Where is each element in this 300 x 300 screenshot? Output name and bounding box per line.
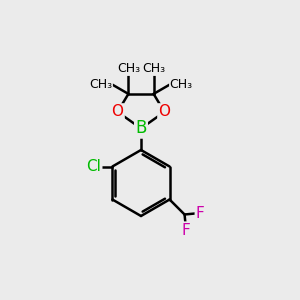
Text: CH₃: CH₃: [170, 78, 193, 91]
Text: CH₃: CH₃: [117, 62, 140, 75]
Text: O: O: [158, 104, 170, 119]
Text: CH₃: CH₃: [89, 78, 112, 91]
Text: Cl: Cl: [86, 159, 101, 174]
Text: F: F: [196, 206, 205, 220]
Text: CH₃: CH₃: [142, 62, 165, 75]
Text: F: F: [182, 223, 190, 238]
Text: B: B: [135, 119, 147, 137]
Text: O: O: [112, 104, 124, 119]
